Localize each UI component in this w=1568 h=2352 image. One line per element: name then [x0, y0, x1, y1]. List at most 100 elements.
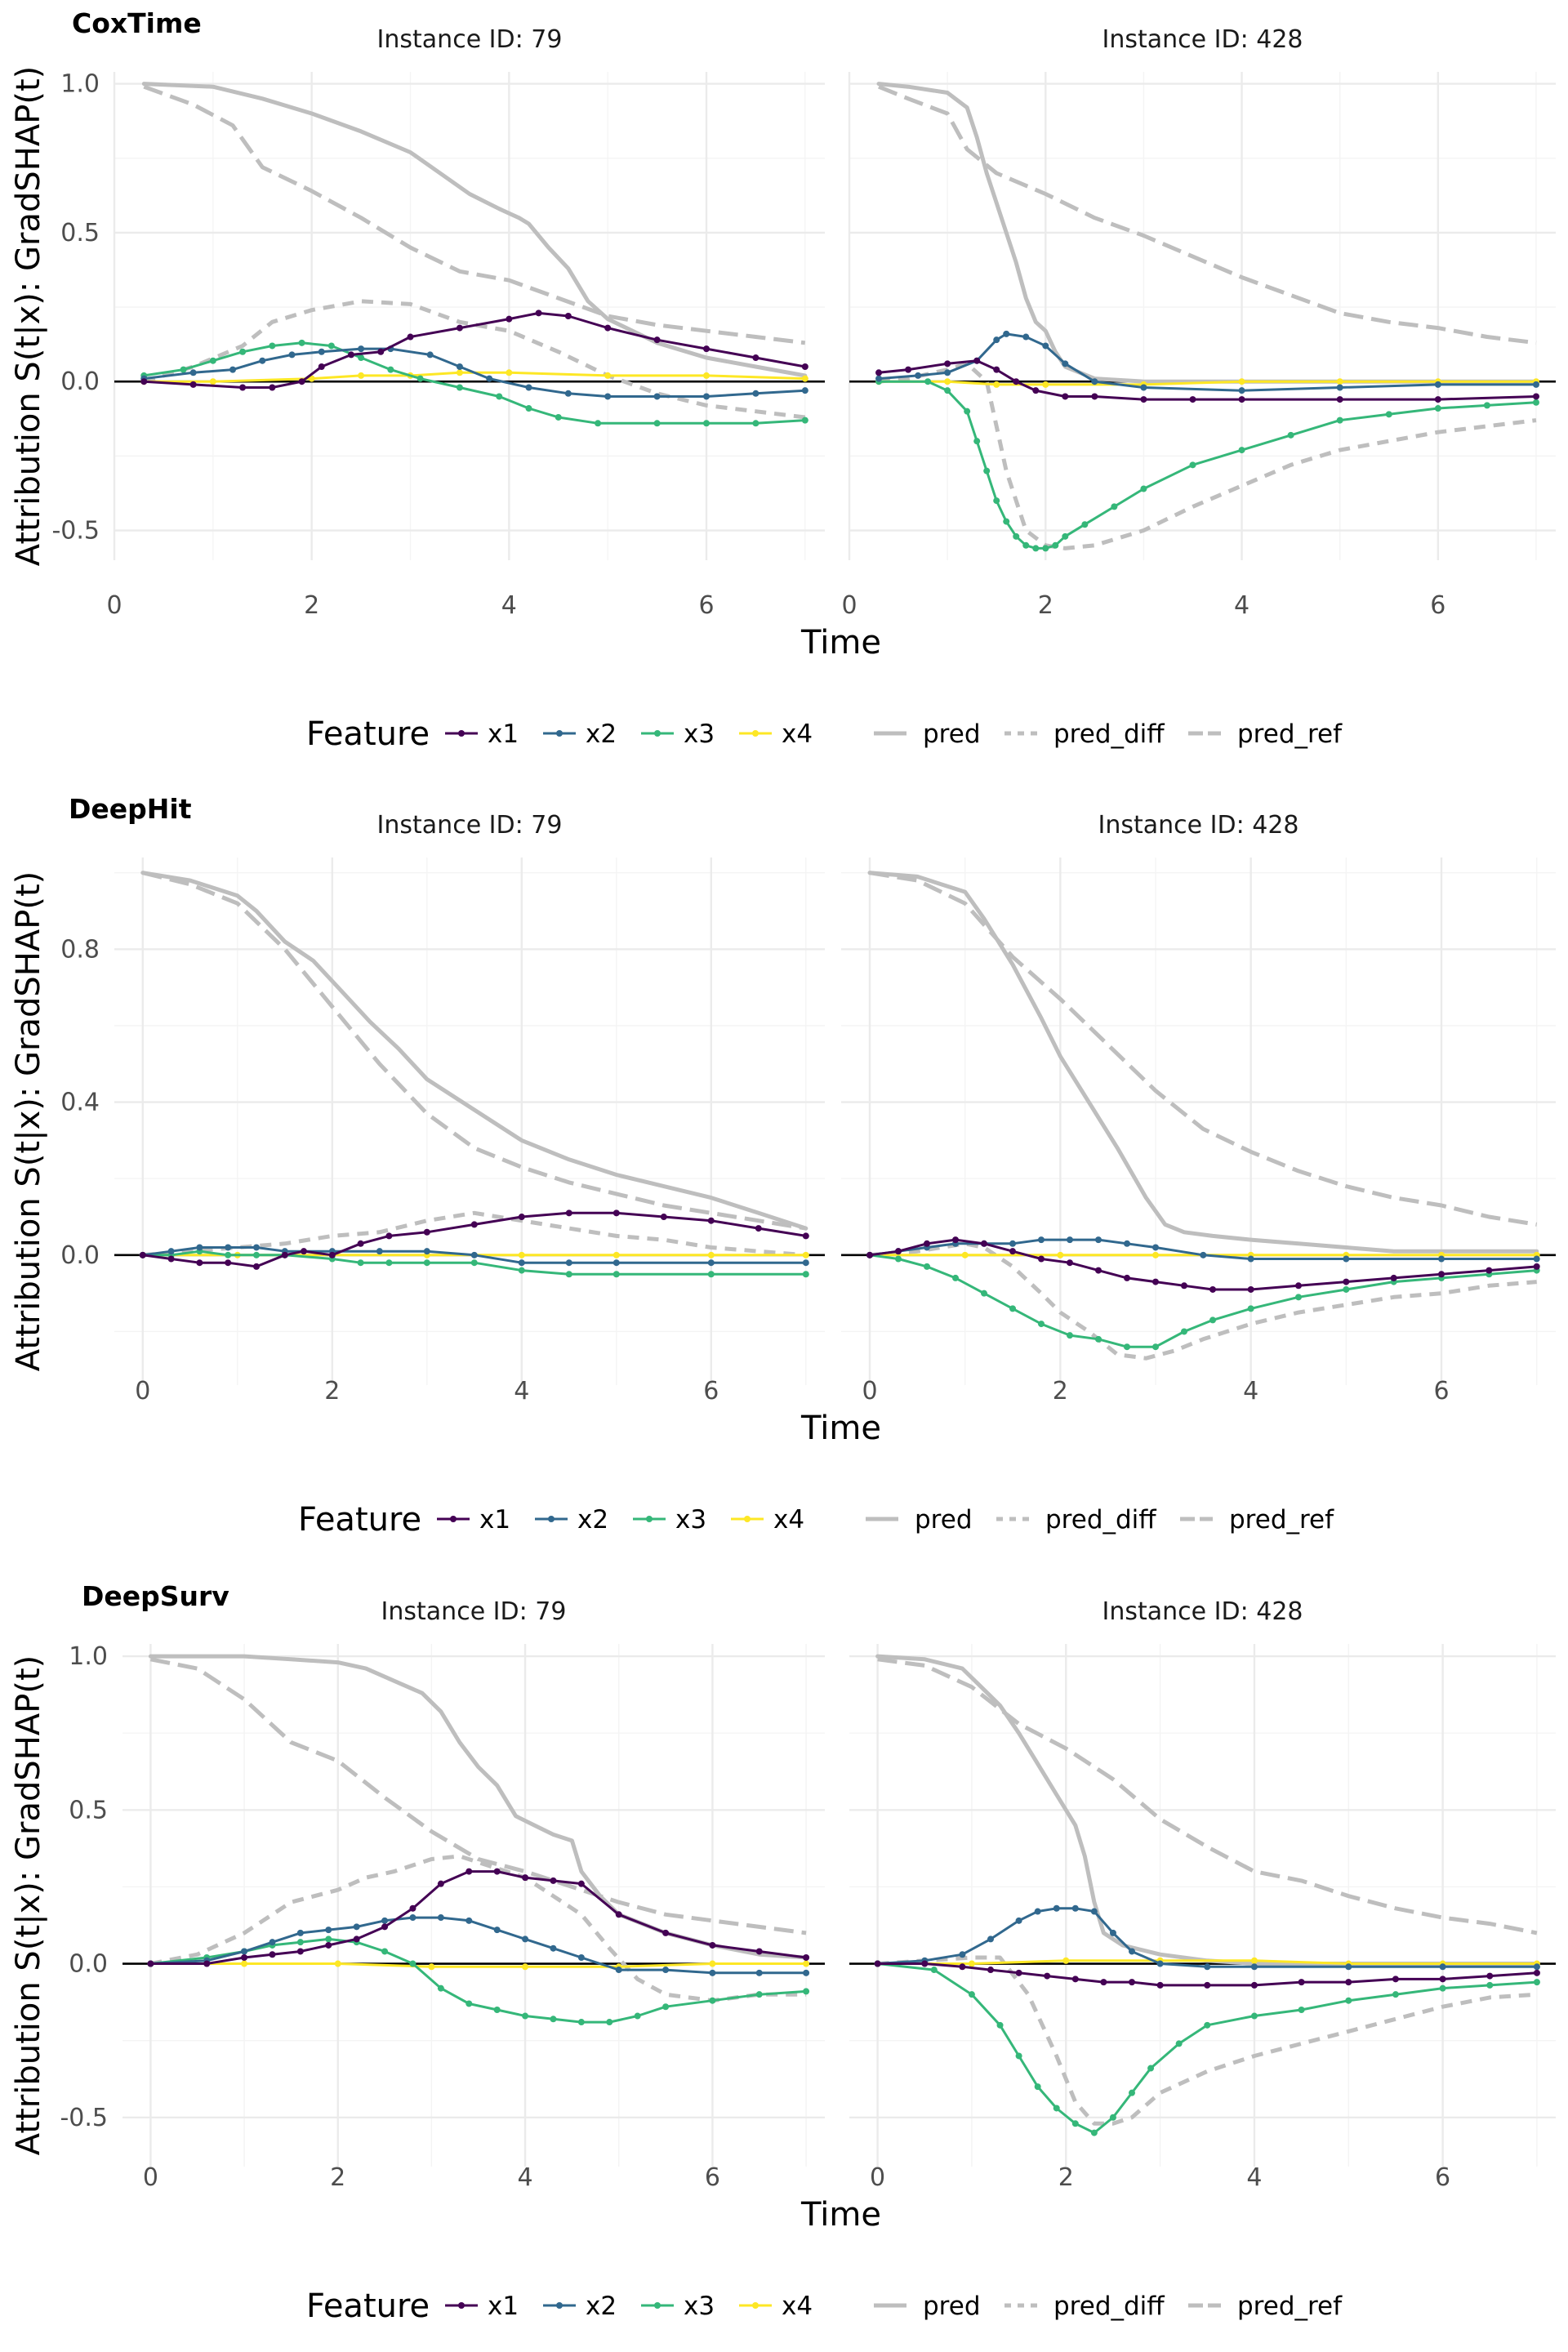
- point-x3: [381, 1948, 389, 1955]
- legend-key-point-x2: [556, 730, 563, 737]
- point-x3: [385, 1259, 393, 1267]
- point-x3: [555, 413, 562, 421]
- point-x4: [703, 372, 710, 379]
- point-x1: [973, 357, 981, 364]
- point-x4: [993, 381, 1000, 388]
- point-x4: [604, 372, 612, 379]
- series-line-x2: [149, 1916, 808, 1975]
- point-x1: [577, 1880, 585, 1887]
- point-x3: [1295, 1294, 1302, 1301]
- point-x3: [1345, 1997, 1352, 2004]
- point-x2: [1204, 1963, 1211, 1971]
- point-x1: [353, 1936, 360, 1943]
- point-x4: [709, 1960, 716, 1967]
- point-x4: [1062, 1957, 1070, 1964]
- point-x1: [707, 1217, 715, 1224]
- point-x3: [707, 1271, 715, 1278]
- point-x3: [964, 408, 971, 415]
- point-x3: [1238, 447, 1245, 454]
- point-x3: [1109, 2114, 1116, 2121]
- strip-label: Instance ID: 79: [377, 811, 563, 840]
- point-x1: [660, 1214, 667, 1221]
- point-x3: [1152, 1343, 1159, 1351]
- x-tick-label: 4: [1246, 2163, 1262, 2192]
- point-x2: [1343, 1255, 1350, 1263]
- point-x3: [1015, 2052, 1022, 2060]
- point-x1: [456, 324, 463, 332]
- y-axis-title: Attribution S(t|x): GradSHAP(t): [10, 871, 47, 1371]
- point-x1: [407, 333, 414, 341]
- point-x3: [1486, 1981, 1494, 1989]
- point-x2: [1156, 1960, 1164, 1967]
- point-x3: [1392, 1991, 1399, 1998]
- point-x3: [1533, 1979, 1540, 1986]
- point-x2: [1247, 1255, 1254, 1263]
- point-x1: [423, 1228, 430, 1236]
- point-x1: [381, 1923, 389, 1931]
- legend-key-point-x4: [752, 2302, 759, 2309]
- point-x2: [1200, 1251, 1207, 1258]
- point-x1: [662, 1929, 670, 1936]
- legend-title: Feature: [298, 1501, 421, 1539]
- legend-key-point-x3: [654, 730, 661, 737]
- point-x4: [803, 1960, 810, 1967]
- legend-key-point-x4: [752, 730, 759, 737]
- point-x2: [358, 345, 365, 353]
- panel-left: Instance ID: 79 0 2 4 6 0.0 0.4 0.8: [60, 811, 825, 1405]
- point-x3: [1081, 521, 1089, 528]
- point-x3: [357, 1259, 364, 1267]
- point-x4: [308, 375, 315, 382]
- legend-key-point-x1: [458, 2302, 465, 2309]
- point-x2: [1067, 1236, 1073, 1244]
- point-x2: [1022, 333, 1030, 341]
- point-x2: [381, 1917, 389, 1924]
- legend: Feature x1 x2 x3 x4 pred pred_diff pred_ref: [306, 715, 1343, 753]
- point-x3: [496, 393, 503, 400]
- chart-title: CoxTime: [72, 7, 202, 39]
- legend-label-x4: x4: [782, 719, 813, 749]
- point-x3: [525, 405, 532, 412]
- x-tick-label: 4: [518, 2163, 533, 2192]
- point-x1: [709, 1941, 716, 1949]
- legend-label-x4: x4: [782, 2292, 813, 2321]
- point-x3: [1247, 1305, 1254, 1312]
- point-x1: [1532, 393, 1539, 400]
- point-x3: [437, 1984, 444, 1992]
- point-x2: [1009, 1240, 1016, 1247]
- point-x2: [915, 372, 922, 379]
- point-x1: [269, 384, 276, 391]
- point-x1: [875, 369, 883, 376]
- point-x1: [944, 360, 951, 368]
- series-line-x4: [142, 371, 807, 383]
- point-x2: [1053, 1904, 1060, 1912]
- point-x1: [1067, 1259, 1073, 1267]
- point-x1: [874, 1960, 881, 1967]
- point-x3: [1090, 2129, 1098, 2136]
- point-x1: [1392, 1976, 1399, 1983]
- series-line-pred_ref: [149, 1657, 807, 1936]
- point-x3: [952, 1274, 959, 1281]
- point-x2: [802, 1259, 809, 1267]
- point-x3: [1140, 485, 1147, 492]
- series-line-x3: [876, 1962, 1539, 2135]
- point-x3: [1042, 545, 1049, 552]
- point-x2: [1152, 1244, 1159, 1251]
- point-x1: [1204, 1981, 1211, 1989]
- point-x4: [209, 378, 216, 385]
- point-x2: [550, 1944, 557, 1952]
- point-x3: [924, 1263, 930, 1270]
- point-x2: [456, 363, 463, 370]
- point-x1: [803, 1954, 810, 1961]
- legend-label-x1: x1: [488, 2292, 519, 2321]
- point-x1: [755, 1225, 762, 1232]
- point-x2: [269, 1939, 276, 1946]
- legend-label-x2: x2: [586, 719, 617, 749]
- point-x1: [1298, 1979, 1305, 1986]
- point-x3: [1434, 405, 1441, 412]
- x-tick-label: 6: [703, 1377, 719, 1405]
- x-tick-label: 4: [514, 1377, 529, 1405]
- point-x3: [662, 2003, 670, 2011]
- point-x2: [703, 393, 710, 400]
- point-x3: [1095, 1335, 1102, 1343]
- point-x4: [1057, 1251, 1064, 1258]
